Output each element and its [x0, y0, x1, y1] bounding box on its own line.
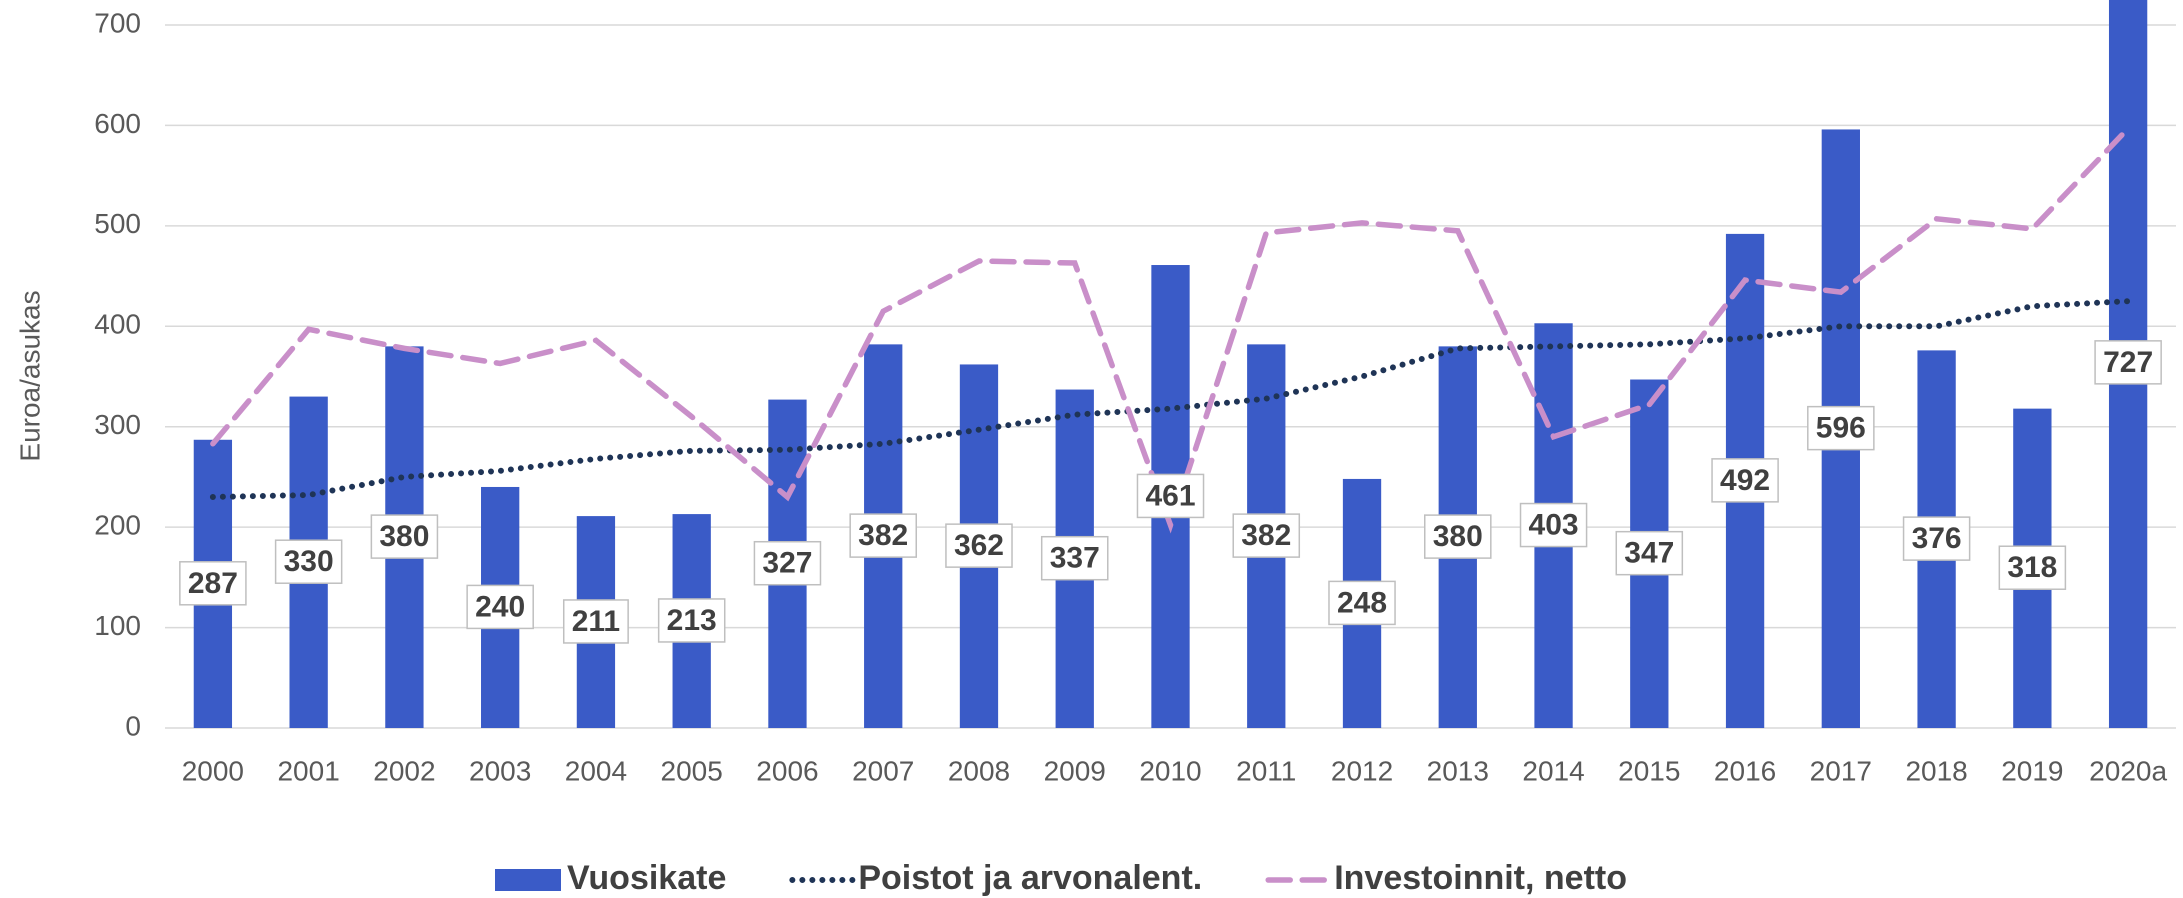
data-label: 327 [762, 547, 812, 580]
x-tick-label: 2016 [1714, 755, 1776, 786]
data-label: 362 [954, 529, 1004, 562]
data-label-box [1519, 502, 1588, 548]
data-label-box [1040, 535, 1109, 581]
y-tick-label: 700 [94, 7, 141, 38]
legend-label: Investoinnit, netto [1334, 859, 1627, 897]
data-label-box [1615, 530, 1684, 576]
data-label-box [1807, 405, 1875, 451]
data-label: 240 [475, 590, 525, 623]
data-label: 727 [2103, 346, 2153, 379]
y-tick-label: 200 [94, 510, 141, 541]
data-label-box [562, 599, 629, 644]
data-label-box [945, 523, 1013, 568]
data-label-box [370, 514, 439, 559]
line [209, 298, 2132, 501]
data-label: 347 [1624, 537, 1674, 570]
x-tick-label: 2004 [565, 755, 627, 786]
x-tick-label: 2014 [1522, 755, 1584, 786]
y-axis-label: Euroa/asukas [14, 290, 45, 461]
y-tick-label: 0 [125, 710, 141, 741]
line [210, 125, 2131, 534]
data-label-box [1232, 513, 1301, 558]
data-label-box [1424, 514, 1492, 559]
data-label: 213 [667, 604, 717, 637]
data-label: 287 [188, 567, 238, 600]
y-tick-label: 100 [94, 610, 141, 641]
data-label: 376 [1912, 522, 1962, 555]
x-tick-label: 2012 [1331, 755, 1393, 786]
y-tick-label: 300 [94, 409, 141, 440]
data-label: 380 [379, 520, 429, 553]
x-tick-label: 2010 [1139, 755, 1201, 786]
x-tick-label: 2018 [1905, 755, 1967, 786]
x-tick-label: 2008 [948, 755, 1010, 786]
data-label: 382 [858, 519, 908, 552]
y-tick-label: 400 [94, 309, 141, 340]
data-label-box [657, 598, 726, 643]
data-label: 461 [1145, 479, 1195, 512]
x-tick-label: 2002 [373, 755, 435, 786]
data-label-box [2094, 340, 2162, 385]
x-tick-label: 2015 [1618, 755, 1680, 786]
data-label: 380 [1433, 520, 1483, 553]
data-label-box [466, 584, 534, 630]
data-label: 318 [2007, 551, 2057, 584]
x-tick-label: 2011 [1236, 755, 1296, 786]
data-label: 403 [1529, 509, 1579, 542]
x-tick-label: 2003 [469, 755, 531, 786]
x-tick-label: 2001 [277, 755, 339, 786]
x-tick-label: 2006 [756, 755, 818, 786]
data-label-box [179, 561, 247, 606]
data-label-box [274, 539, 343, 584]
data-label-box [1136, 473, 1205, 519]
data-label-box [849, 513, 917, 558]
data-label: 330 [284, 545, 334, 578]
data-label: 382 [1241, 519, 1291, 552]
x-tick-label: 2020a [2089, 755, 2167, 786]
data-label: 337 [1050, 542, 1100, 575]
x-tick-label: 2000 [182, 755, 244, 786]
x-tick-label: 2009 [1044, 755, 1106, 786]
data-label-box [1998, 545, 2067, 590]
x-tick-label: 2017 [1810, 755, 1872, 786]
legend-label: Vuosikate [567, 859, 726, 897]
data-label-box [1328, 580, 1396, 626]
y-tick-label: 500 [94, 208, 141, 239]
x-tick-label: 2013 [1427, 755, 1489, 786]
legend-swatch [495, 869, 561, 891]
y-tick-label: 600 [94, 108, 141, 139]
x-tick-label: 2005 [661, 755, 723, 786]
x-tick-label: 2019 [2001, 755, 2063, 786]
data-label-box [1902, 516, 1971, 561]
data-label-box [1711, 458, 1779, 503]
data-label-box [753, 540, 822, 586]
data-label: 596 [1816, 412, 1866, 445]
data-label: 211 [572, 605, 620, 638]
legend-label: Poistot ja arvonalent. [858, 859, 1202, 897]
x-tick-label: 2007 [852, 755, 914, 786]
data-label: 248 [1337, 586, 1387, 619]
data-label: 492 [1720, 464, 1770, 497]
